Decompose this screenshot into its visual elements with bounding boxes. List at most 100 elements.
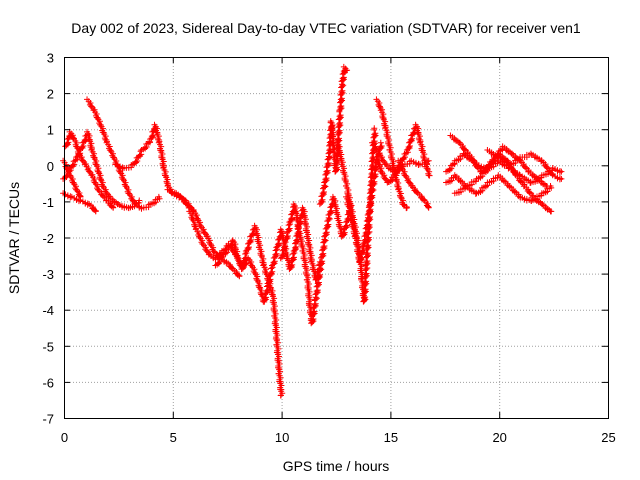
data-point (245, 255, 259, 277)
y-tick-label: -6 (42, 375, 54, 390)
data-point (558, 168, 565, 175)
series-trace-l (316, 63, 351, 208)
x-tick-label: 25 (601, 430, 615, 445)
data-point (364, 185, 377, 218)
data-point (260, 282, 272, 305)
data-point (549, 165, 563, 176)
series-trace-k (277, 193, 354, 327)
data-point (399, 158, 413, 168)
data-point (342, 183, 355, 211)
series-trace-b (62, 128, 117, 211)
data-point (506, 156, 523, 168)
data-point (527, 150, 545, 165)
ticks (64, 57, 609, 419)
data-point (527, 174, 545, 186)
data-point (369, 157, 381, 190)
data-point (92, 208, 99, 215)
data-point (321, 214, 333, 240)
data-point (473, 161, 487, 172)
data-point (371, 125, 378, 132)
data-point (290, 201, 302, 232)
data-point (416, 139, 428, 163)
data-point (299, 204, 312, 240)
data-point (68, 193, 83, 205)
series-trace-g (164, 186, 243, 280)
y-tick-label: -3 (42, 267, 54, 282)
data-point (160, 165, 172, 189)
data-point (340, 63, 351, 74)
data-point (273, 341, 284, 377)
y-tick-label: -4 (42, 303, 54, 318)
x-tick-label: 5 (170, 430, 177, 445)
data-point (484, 146, 501, 161)
data-point (303, 233, 315, 264)
data-point (495, 172, 513, 190)
data-point (277, 392, 284, 399)
data-point (277, 239, 289, 262)
data-point (255, 244, 267, 268)
y-axis-label: SDTVAR / TECUs (6, 182, 22, 294)
data-point (129, 148, 145, 168)
data-point (334, 139, 346, 168)
series-trace-m (334, 125, 379, 305)
series-trace-c (60, 190, 99, 215)
series-trace-r (369, 139, 432, 175)
data-point (203, 233, 217, 255)
data-point (316, 182, 329, 208)
data-point (338, 222, 350, 240)
x-tick-labels: 0 5 10 15 20 25 (61, 430, 616, 445)
data-point (484, 159, 501, 172)
data-point (299, 248, 312, 283)
y-tick-label: 3 (47, 51, 54, 66)
data-point (251, 222, 264, 251)
data-point (121, 162, 135, 172)
data-point (425, 172, 432, 179)
data-point (116, 168, 133, 197)
x-axis-label: GPS time / hours (283, 458, 390, 474)
data-point (408, 157, 422, 168)
y-tick-label: -7 (42, 412, 54, 427)
data-point (112, 161, 126, 172)
data-point (451, 185, 469, 197)
data-point (338, 67, 348, 85)
data-point (484, 174, 501, 186)
x-tick-label: 20 (492, 430, 506, 445)
data-point (329, 193, 342, 222)
x-tick-label: 0 (61, 430, 68, 445)
data-point (164, 186, 178, 197)
data-point (538, 157, 556, 178)
data-point (110, 204, 117, 211)
y-tick-label: -1 (42, 195, 54, 210)
data-point (147, 195, 163, 208)
data-point (543, 183, 550, 190)
data-point (155, 139, 167, 170)
data-point (268, 291, 279, 319)
data-point (342, 67, 349, 74)
y-tick-label: -2 (42, 231, 54, 246)
data-point (416, 158, 431, 168)
y-tick-label: 2 (47, 87, 54, 102)
data-point (136, 197, 143, 204)
data-point (473, 182, 491, 197)
data-point (212, 253, 226, 269)
data-point (312, 265, 325, 298)
y-tick-label: 0 (47, 159, 54, 174)
data-point (295, 226, 307, 254)
data-point (443, 160, 458, 175)
data-point (473, 167, 491, 182)
data-point (236, 273, 243, 280)
data-point (549, 172, 563, 183)
data-point (327, 118, 338, 153)
series-trace-w (484, 146, 565, 183)
grid (64, 57, 608, 418)
data-point (316, 236, 329, 269)
x-tick-label: 10 (275, 430, 289, 445)
data-point (155, 193, 162, 200)
data-point (360, 214, 373, 247)
chart-title: Day 002 of 2023, Sidereal Day-to-day VTE… (71, 20, 581, 36)
data-point (356, 242, 367, 265)
data-point (192, 226, 207, 248)
data-point (506, 183, 524, 201)
y-tick-label: 1 (47, 123, 54, 138)
